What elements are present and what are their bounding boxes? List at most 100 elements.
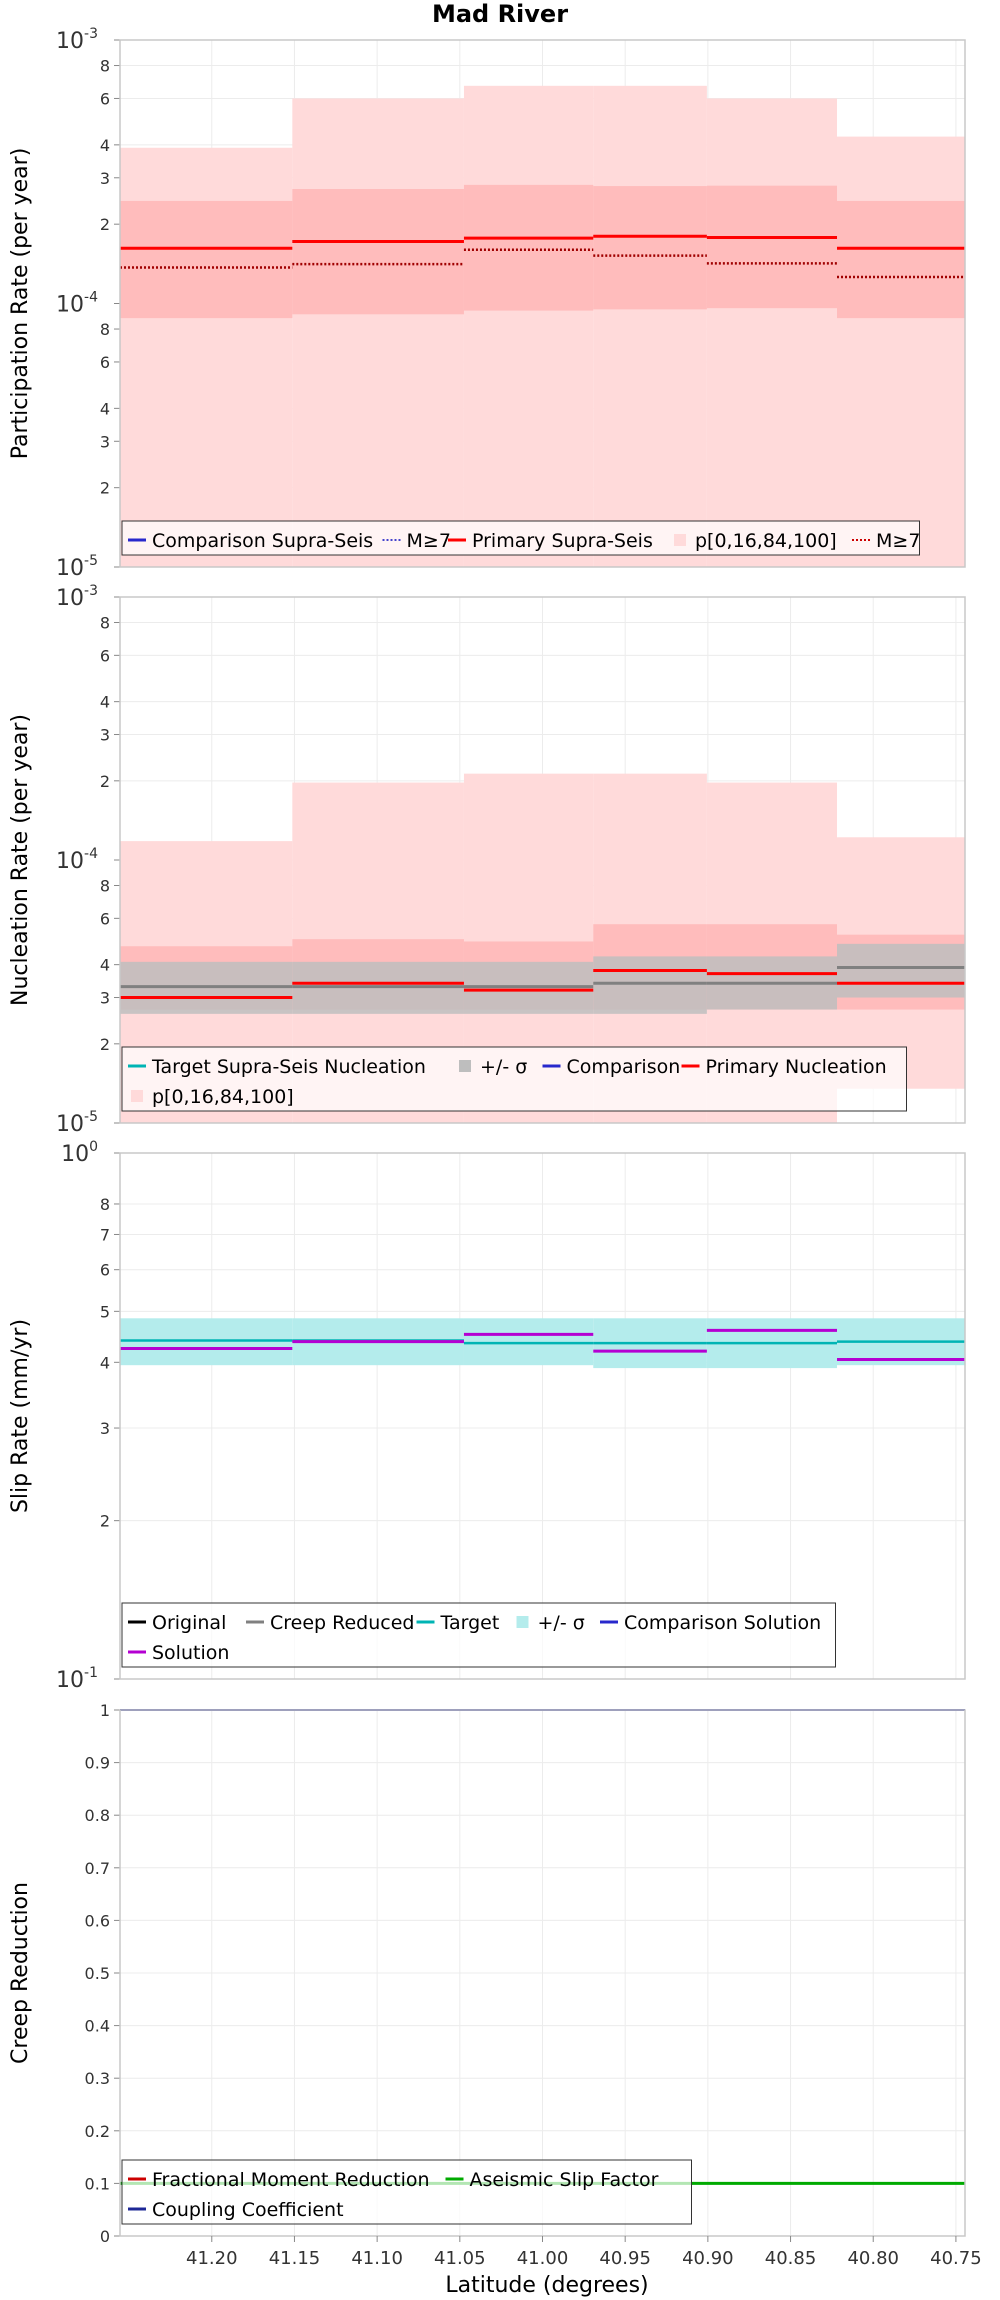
uncertainty-band (463, 184, 594, 311)
y-tick-label: 8 (100, 613, 110, 632)
x-tick-label: 41.05 (434, 2248, 486, 2269)
y-tick-label: 10-5 (56, 553, 98, 581)
y-tick-label: 6 (100, 909, 110, 928)
legend-label: Fractional Moment Reduction (152, 2169, 430, 2191)
legend-box (121, 2159, 692, 2225)
legend-label: Aseismic Slip Factor (470, 2169, 659, 2191)
x-tick-label: 41.00 (517, 2248, 569, 2269)
y-tick-label: 10-1 (56, 1665, 98, 1693)
uncertainty-band (837, 200, 965, 319)
legend-label: p[0,16,84,100] (152, 1086, 294, 1108)
uncertainty-band (593, 186, 707, 310)
legend-label: Comparison Solution (624, 1612, 821, 1634)
legend-label: M≥7 (876, 530, 920, 552)
y-tick-label: 3 (100, 726, 110, 745)
x-axis-label: Latitude (degrees) (445, 2273, 648, 2298)
y-axis-label: Slip Rate (mm/yr) (8, 1319, 33, 1513)
y-axis-label: Creep Reduction (8, 1882, 33, 2064)
y-tick-label: 8 (100, 876, 110, 895)
legend-label: +/- σ (538, 1612, 585, 1634)
legend-swatch (516, 1616, 529, 1628)
x-tick-label: 41.15 (269, 2248, 321, 2269)
y-tick-label: 7 (100, 1225, 110, 1244)
plot-frame (119, 39, 966, 568)
creep-reduction-panel: 0 0.1 0.2 0.3 0.4 0.5 0.6 0.7 0.8 0.9 1 Creep Reduc… (8, 1701, 966, 2246)
y-tick-label: 5 (100, 1302, 110, 1321)
y-tick-label: 0.2 (85, 2122, 110, 2141)
x-tick-label: 41.20 (186, 2248, 238, 2269)
y-tick-label: 10-4 (56, 846, 98, 874)
y-tick-label: 4 (100, 136, 110, 155)
legend-swatch (674, 534, 686, 546)
y-tick-label: 6 (100, 353, 110, 372)
y-axis-label: Nucleation Rate (per year) (8, 714, 33, 1006)
y-tick-label: 2 (100, 1512, 110, 1531)
uncertainty-band (593, 956, 707, 1014)
plot-frame (119, 1152, 966, 1680)
uncertainty-band (463, 85, 594, 568)
legend-label: Comparison Supra-Seis (152, 530, 373, 552)
uncertainty-band (463, 1318, 594, 1366)
legend-label: p[0,16,84,100] (695, 530, 837, 552)
legend-label: +/- σ (480, 1056, 527, 1078)
y-tick-label: 0.1 (85, 2174, 110, 2193)
y-tick-label: 8 (100, 320, 110, 339)
legend-label: Solution (152, 1642, 229, 1664)
legend-label: Target Supra-Seis Nucleation (151, 1056, 426, 1078)
legend-label: Original (152, 1612, 226, 1634)
y-tick-label: 6 (100, 1261, 110, 1280)
uncertainty-band (593, 85, 707, 568)
y-tick-label: 3 (100, 1419, 110, 1438)
y-tick-label: 0.5 (85, 1964, 110, 1983)
y-tick-label: 4 (100, 1353, 110, 1372)
y-tick-label: 4 (100, 956, 110, 975)
legend-box (121, 1046, 907, 1112)
y-tick-label: 3 (100, 169, 110, 188)
y-tick-label: 0.4 (85, 2017, 110, 2036)
x-axis: 41.20 41.15 41.10 41.05 41.00 40.95 40.90 40.85… (186, 2236, 982, 2269)
y-tick-label: 0.6 (85, 1911, 110, 1930)
legend-label: Comparison (567, 1056, 681, 1078)
y-tick-label: 4 (100, 693, 110, 712)
y-tick-label: 100 (61, 1139, 98, 1167)
uncertainty-band (292, 188, 464, 315)
y-tick-label: 10-3 (56, 26, 98, 54)
x-tick-label: 40.85 (765, 2248, 817, 2269)
x-tick-label: 40.75 (930, 2248, 982, 2269)
legend-box (121, 1602, 836, 1668)
y-tick-label: 6 (100, 89, 110, 108)
y-tick-label: 10-4 (56, 290, 98, 318)
uncertainty-band (837, 943, 965, 998)
slip-rate-panel: 10-1 2 3 4 5 6 7 8 100 Slip Rate (mm/yr) Original C… (8, 1139, 966, 1693)
y-tick-label: 4 (100, 399, 110, 418)
uncertainty-band (292, 98, 464, 567)
x-tick-label: 41.10 (351, 2248, 403, 2269)
y-tick-label: 0 (100, 2227, 110, 2246)
y-tick-label: 2 (100, 479, 110, 498)
y-tick-label: 2 (100, 1035, 110, 1054)
x-tick-label: 40.95 (599, 2248, 651, 2269)
y-tick-label: 8 (100, 1195, 110, 1214)
legend-label: Primary Supra-Seis (472, 530, 653, 552)
legend-box (121, 520, 920, 556)
uncertainty-band (706, 185, 838, 309)
y-tick-label: 1 (100, 1701, 110, 1720)
legend-label: Target (440, 1612, 500, 1634)
uncertainty-band (706, 98, 838, 567)
legend-swatch (459, 1060, 471, 1072)
y-tick-label: 10-3 (56, 583, 98, 611)
uncertainty-band (120, 200, 293, 319)
y-tick-label: 8 (100, 57, 110, 76)
plot-frame (119, 596, 966, 1124)
legend-label: Creep Reduced (270, 1612, 414, 1634)
y-tick-label: 6 (100, 646, 110, 665)
x-tick-label: 40.90 (682, 2248, 734, 2269)
legend-label: Coupling Coefficient (152, 2199, 344, 2221)
y-tick-label: 0.9 (85, 1754, 110, 1773)
y-tick-label: 2 (100, 215, 110, 234)
y-axis-label: Participation Rate (per year) (8, 148, 33, 460)
legend-swatch (131, 1090, 143, 1102)
